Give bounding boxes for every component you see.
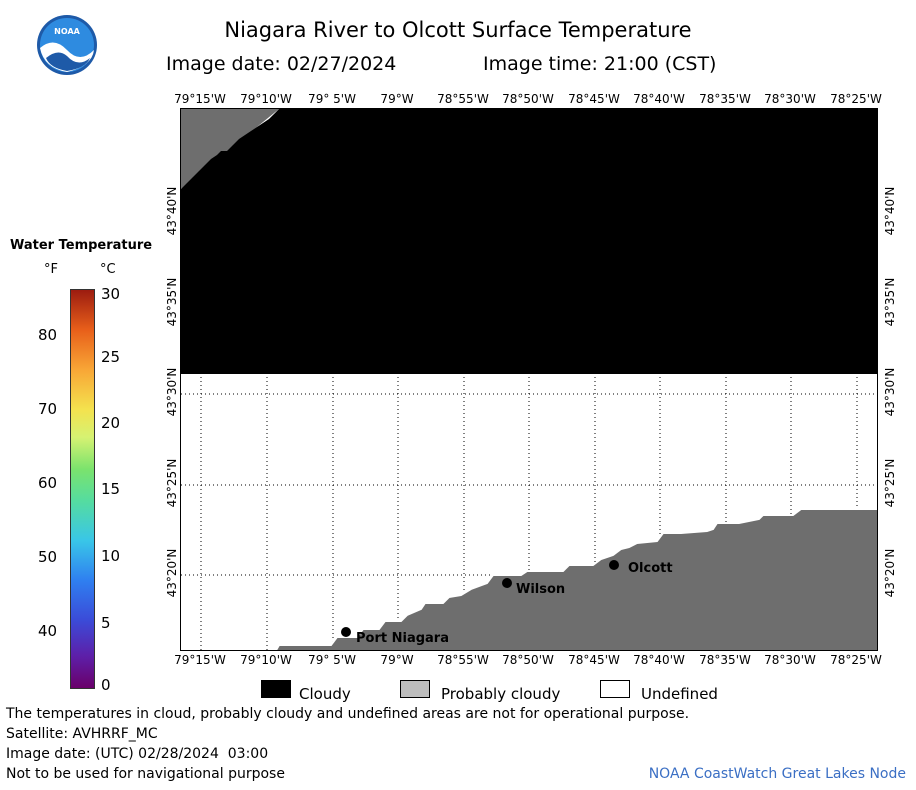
latitude-label-left: 43°35'N (165, 277, 179, 327)
longitude-label-bottom: 78°40'W (633, 653, 685, 667)
place-marker[interactable] (502, 578, 512, 588)
latitude-label-right: 43°20'N (883, 548, 897, 598)
place-marker[interactable] (609, 560, 619, 570)
latitude-label-left: 43°20'N (165, 548, 179, 598)
fahrenheit-tick-label: 40 (38, 622, 58, 640)
celsius-tick-label: 30 (101, 285, 121, 303)
longitude-label-top: 79°15'W (174, 92, 226, 106)
longitude-label-bottom: 78°50'W (502, 653, 554, 667)
image-time: Image time: 21:00 (CST) (483, 53, 717, 75)
celsius-tick-label: 20 (101, 414, 121, 432)
latitude-label-right: 43°40'N (883, 186, 897, 236)
map-area[interactable] (180, 108, 878, 651)
disclaimer-text: The temperatures in cloud, probably clou… (6, 706, 690, 722)
unit-fahrenheit: °F (44, 262, 58, 277)
longitude-label-bottom: 79° 5'W (308, 653, 356, 667)
longitude-label-top: 78°40'W (633, 92, 685, 106)
place-label: Wilson (516, 582, 566, 597)
latitude-label-left: 43°40'N (165, 186, 179, 236)
longitude-label-top: 78°55'W (437, 92, 489, 106)
longitude-label-bottom: 78°45'W (568, 653, 620, 667)
longitude-label-bottom: 79°15'W (174, 653, 226, 667)
key-cloudy-swatch (261, 680, 291, 698)
celsius-tick-label: 25 (101, 348, 121, 366)
unit-celsius: °C (100, 262, 116, 277)
longitude-label-top: 79°10'W (240, 92, 292, 106)
place-label: Port Niagara (356, 631, 449, 646)
map-svg (181, 109, 877, 650)
latitude-label-left: 43°25'N (165, 458, 179, 508)
latitude-label-right: 43°35'N (883, 277, 897, 327)
fahrenheit-tick-label: 50 (38, 548, 58, 566)
cloudy-region (181, 109, 877, 374)
key-cloudy-label: Cloudy (299, 685, 351, 703)
key-undefined-swatch (600, 680, 630, 698)
longitude-label-bottom: 79°W (380, 653, 414, 667)
satellite-text: Satellite: AVHRRF_MC (6, 726, 158, 742)
celsius-tick-label: 5 (101, 614, 111, 632)
longitude-label-bottom: 79°10'W (240, 653, 292, 667)
latitude-label-right: 43°30'N (883, 367, 897, 417)
place-marker[interactable] (341, 627, 351, 637)
celsius-tick-label: 10 (101, 547, 121, 565)
longitude-label-bottom: 78°55'W (437, 653, 489, 667)
nav-warning-text: Not to be used for navigational purpose (6, 766, 285, 782)
longitude-label-top: 78°35'W (699, 92, 751, 106)
temperature-colorbar (70, 289, 95, 689)
land-region (274, 508, 877, 650)
longitude-label-top: 78°50'W (502, 92, 554, 106)
utc-date-text: Image date: (UTC) 02/28/2024 03:00 (6, 746, 269, 762)
key-probably-cloudy-swatch (400, 680, 430, 698)
latitude-label-right: 43°25'N (883, 458, 897, 508)
celsius-tick-label: 15 (101, 480, 121, 498)
longitude-label-top: 78°25'W (830, 92, 882, 106)
latitude-label-left: 43°30'N (165, 367, 179, 417)
image-date: Image date: 02/27/2024 (166, 53, 397, 75)
celsius-tick-label: 0 (101, 676, 111, 694)
noaa-logo-icon: NOAA (36, 14, 98, 76)
place-label: Olcott (628, 561, 673, 576)
fahrenheit-tick-label: 80 (38, 326, 58, 344)
longitude-label-top: 78°45'W (568, 92, 620, 106)
longitude-label-bottom: 78°25'W (830, 653, 882, 667)
longitude-label-top: 79°W (380, 92, 414, 106)
longitude-label-top: 78°30'W (764, 92, 816, 106)
longitude-label-bottom: 78°30'W (764, 653, 816, 667)
longitude-label-top: 79° 5'W (308, 92, 356, 106)
logo-text: NOAA (54, 27, 80, 36)
fahrenheit-tick-label: 60 (38, 474, 58, 492)
key-probably-cloudy-label: Probably cloudy (441, 685, 561, 703)
longitude-label-bottom: 78°35'W (699, 653, 751, 667)
legend-title: Water Temperature (10, 238, 153, 253)
credit-link[interactable]: NOAA CoastWatch Great Lakes Node (648, 766, 906, 782)
fahrenheit-tick-label: 70 (38, 400, 58, 418)
page-title: Niagara River to Olcott Surface Temperat… (224, 18, 692, 42)
key-undefined-label: Undefined (641, 685, 718, 703)
